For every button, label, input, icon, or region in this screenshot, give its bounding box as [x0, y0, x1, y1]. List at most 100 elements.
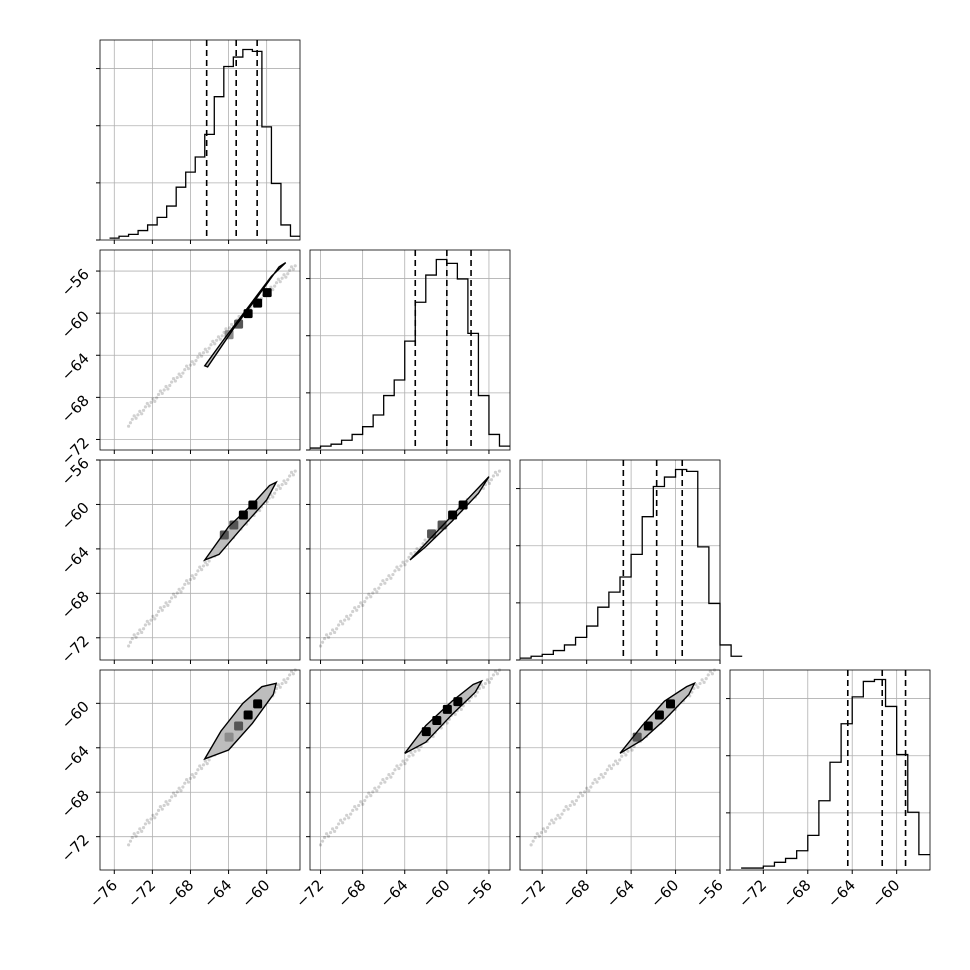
sample-point: [190, 773, 194, 777]
sample-point: [361, 802, 365, 806]
sample-point: [147, 404, 151, 408]
y-tick-label: −68: [58, 587, 93, 622]
sample-point: [333, 829, 337, 833]
scatter-panel-0-2: [96, 459, 301, 664]
sample-point: [379, 582, 383, 586]
panel-frame: [99, 39, 301, 241]
sample-point: [149, 618, 153, 622]
sample-point: [601, 775, 605, 779]
sample-point: [130, 636, 134, 641]
sample-point: [337, 822, 341, 826]
sample-point: [177, 372, 181, 376]
sample-point: [371, 790, 375, 794]
sample-point: [409, 750, 413, 755]
sample-point: [401, 560, 405, 564]
sample-point: [173, 794, 177, 798]
sample-point: [185, 777, 189, 782]
sample-point: [269, 285, 273, 289]
sample-point: [207, 346, 211, 350]
sample-point: [706, 673, 710, 677]
sample-point: [166, 802, 170, 806]
sample-point: [289, 470, 294, 474]
sample-point: [578, 791, 583, 795]
sample-point: [175, 375, 179, 380]
sample-point: [153, 399, 157, 403]
sample-point: [126, 843, 131, 847]
sample-point: [183, 781, 187, 785]
sample-point: [164, 800, 168, 804]
sample-point: [481, 685, 485, 689]
sample-point: [497, 469, 502, 473]
sample-point: [489, 677, 494, 681]
sample-point: [141, 408, 146, 412]
sample-point: [271, 495, 275, 499]
x-tick-label: −72: [124, 876, 159, 911]
panel-frame: [309, 669, 511, 871]
sample-point: [181, 586, 185, 590]
sample-point: [289, 669, 294, 673]
sample-point: [393, 768, 397, 772]
sample-point: [558, 816, 562, 820]
sample-point: [156, 808, 161, 812]
sample-point: [397, 766, 401, 771]
sample-point: [128, 640, 133, 644]
sample-point: [531, 839, 535, 843]
sample-point: [171, 791, 176, 795]
sample-point: [164, 601, 168, 605]
sample-point: [566, 807, 570, 811]
sample-point: [626, 749, 630, 753]
scatter-panel-0-3: [96, 668, 301, 874]
sample-point: [141, 627, 146, 631]
sample-point: [405, 559, 409, 563]
panel-frame: [519, 459, 721, 661]
sample-point: [128, 421, 133, 425]
sample-point: [581, 794, 585, 798]
sample-point: [411, 753, 415, 757]
sample-point: [554, 817, 558, 821]
sample-point: [533, 835, 537, 840]
sample-point: [143, 405, 148, 409]
sample-point: [284, 275, 288, 279]
sample-point: [696, 685, 700, 689]
sample-point: [539, 830, 544, 835]
sample-point: [284, 481, 288, 486]
sample-point: [273, 491, 277, 495]
sample-point: [186, 366, 191, 371]
sample-point: [192, 576, 196, 580]
y-tick-label: −64: [58, 742, 93, 777]
sample-point: [371, 591, 375, 595]
histogram-steps: [520, 468, 743, 659]
sample-point: [274, 281, 279, 285]
sample-point: [151, 614, 155, 618]
sample-point: [548, 822, 552, 826]
sample-point: [335, 627, 339, 631]
sample-point: [405, 758, 409, 762]
sample-point: [616, 762, 620, 766]
sample-point: [359, 800, 363, 804]
sample-point: [168, 798, 172, 803]
sample-point: [162, 604, 166, 609]
sample-point: [276, 683, 280, 687]
x-tick-label: −72: [292, 876, 327, 911]
sample-point: [483, 681, 487, 686]
sample-point: [607, 764, 611, 768]
sample-point: [134, 416, 138, 420]
sample-point: [324, 832, 329, 836]
sample-point: [218, 337, 222, 341]
density-cell: [248, 500, 258, 510]
sample-point: [138, 827, 142, 831]
sample-point: [605, 768, 609, 772]
sample-point: [188, 363, 192, 367]
sample-point: [564, 805, 568, 809]
sample-point: [173, 595, 177, 599]
sample-point: [229, 322, 234, 327]
sample-point: [177, 786, 181, 790]
x-tick-label: −56: [461, 876, 496, 911]
sample-point: [160, 608, 164, 612]
sample-point: [286, 677, 290, 681]
sample-point: [365, 596, 369, 600]
sample-point: [587, 789, 591, 793]
sample-point: [170, 795, 174, 799]
sample-point: [326, 635, 331, 639]
sample-point: [128, 839, 133, 843]
